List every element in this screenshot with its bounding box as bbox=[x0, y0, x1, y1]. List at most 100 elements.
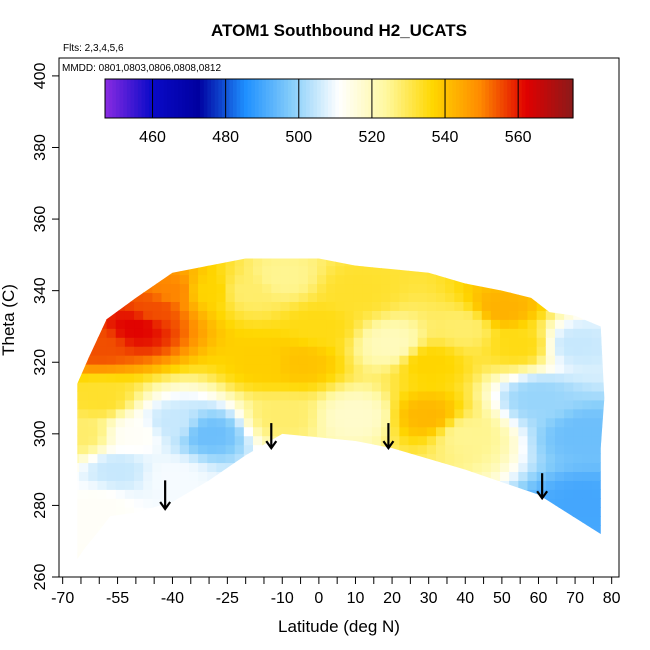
heatmap-cell bbox=[317, 372, 327, 383]
heatmap-cell bbox=[417, 364, 428, 374]
heatmap-cell bbox=[134, 471, 144, 481]
heatmap-cell bbox=[344, 462, 355, 473]
x-tick-label: 10 bbox=[347, 590, 365, 607]
heatmap-cell bbox=[573, 274, 583, 285]
heatmap-cell bbox=[445, 390, 455, 401]
heatmap-cell bbox=[188, 258, 199, 267]
colorbar-segment bbox=[419, 79, 424, 118]
heatmap-cell bbox=[243, 551, 254, 560]
heatmap-cell bbox=[225, 462, 236, 473]
heatmap-cell bbox=[463, 444, 474, 455]
heatmap-cell bbox=[262, 534, 272, 544]
heatmap-cell bbox=[179, 355, 190, 365]
heatmap-cell bbox=[445, 444, 455, 455]
heatmap-cell bbox=[399, 426, 410, 437]
heatmap-cell bbox=[481, 435, 492, 446]
heatmap-cell bbox=[216, 435, 227, 446]
heatmap-cell bbox=[77, 534, 80, 544]
heatmap-cell bbox=[134, 534, 144, 544]
heatmap-cell bbox=[79, 310, 89, 320]
heatmap-cell bbox=[591, 480, 602, 490]
heatmap-cell bbox=[77, 337, 80, 347]
heatmap-cell bbox=[143, 551, 153, 560]
heatmap-cell bbox=[207, 417, 217, 428]
heatmap-cell bbox=[198, 319, 208, 329]
x-tick-label: -55 bbox=[106, 590, 129, 607]
heatmap-cell bbox=[271, 516, 282, 526]
heatmap-cell bbox=[179, 489, 190, 499]
heatmap-cell bbox=[554, 364, 565, 374]
heatmap-cell bbox=[344, 372, 355, 383]
heatmap-cell bbox=[573, 489, 583, 499]
heatmap-cell bbox=[280, 346, 291, 356]
heatmap-cell bbox=[600, 525, 605, 535]
colorbar-segment bbox=[211, 79, 216, 118]
heatmap-cell bbox=[77, 292, 80, 302]
heatmap-cell bbox=[79, 355, 89, 365]
heatmap-cell bbox=[97, 292, 108, 302]
heatmap-cell bbox=[509, 372, 519, 383]
heatmap-cell bbox=[225, 542, 236, 553]
heatmap-cell bbox=[326, 283, 336, 294]
heatmap-cell bbox=[472, 328, 483, 338]
heatmap-cell bbox=[518, 551, 529, 560]
heatmap-cell bbox=[573, 355, 583, 365]
heatmap-cell bbox=[243, 372, 254, 383]
heatmap-cell bbox=[344, 355, 355, 365]
heatmap-cell bbox=[225, 435, 236, 446]
heatmap-cell bbox=[362, 364, 373, 374]
heatmap-cell bbox=[79, 265, 89, 276]
colorbar-segment bbox=[382, 79, 388, 118]
heatmap-cell bbox=[509, 399, 519, 410]
heatmap-cell bbox=[445, 355, 455, 365]
heatmap-cell bbox=[545, 337, 556, 347]
heatmap-cell bbox=[77, 417, 80, 428]
heatmap-cell bbox=[298, 462, 309, 473]
heatmap-cell bbox=[207, 328, 217, 338]
heatmap-cell bbox=[326, 258, 336, 267]
colorbar-segment bbox=[474, 79, 479, 118]
heatmap-cell bbox=[307, 462, 318, 473]
heatmap-cell bbox=[554, 453, 565, 464]
heatmap-cell bbox=[500, 381, 510, 392]
heatmap-cell bbox=[161, 372, 172, 383]
heatmap-cell bbox=[243, 283, 254, 294]
heatmap-cell bbox=[216, 489, 227, 499]
heatmap-cell bbox=[198, 489, 208, 499]
heatmap-cell bbox=[353, 390, 364, 401]
heatmap-cell bbox=[527, 561, 537, 571]
heatmap-cell bbox=[573, 292, 583, 302]
heatmap-cell bbox=[610, 480, 620, 490]
heatmap-cell bbox=[234, 453, 245, 464]
heatmap-cell bbox=[564, 542, 574, 553]
heatmap-cell bbox=[170, 364, 181, 374]
heatmap-cell bbox=[124, 301, 135, 311]
heatmap-cell bbox=[280, 551, 291, 560]
heatmap-cell bbox=[317, 498, 327, 508]
colorbar-segment bbox=[518, 79, 523, 118]
heatmap-cell bbox=[198, 301, 208, 311]
heatmap-cell bbox=[371, 462, 382, 473]
heatmap-cell bbox=[134, 462, 144, 473]
heatmap-cell bbox=[271, 283, 282, 294]
heatmap-cell bbox=[591, 292, 602, 302]
heatmap-cell bbox=[271, 381, 282, 392]
heatmap-cell bbox=[134, 283, 144, 294]
heatmap-cell bbox=[435, 417, 446, 428]
heatmap-cell bbox=[79, 301, 89, 311]
heatmap-cell bbox=[326, 248, 336, 258]
heatmap-cell bbox=[170, 283, 181, 294]
heatmap-cell bbox=[271, 453, 282, 464]
heatmap-cell bbox=[152, 542, 163, 553]
colorbar-segment bbox=[137, 79, 143, 118]
heatmap-cell bbox=[426, 408, 437, 419]
heatmap-cell bbox=[545, 283, 556, 294]
heatmap-cell bbox=[536, 444, 547, 455]
heatmap-cell bbox=[335, 408, 346, 419]
heatmap-cell bbox=[97, 337, 108, 347]
heatmap-cell bbox=[225, 489, 236, 499]
heatmap-cell bbox=[179, 372, 190, 383]
heatmap-cell bbox=[527, 310, 538, 320]
heatmap-cell bbox=[417, 310, 428, 320]
heatmap-cell bbox=[143, 328, 153, 338]
